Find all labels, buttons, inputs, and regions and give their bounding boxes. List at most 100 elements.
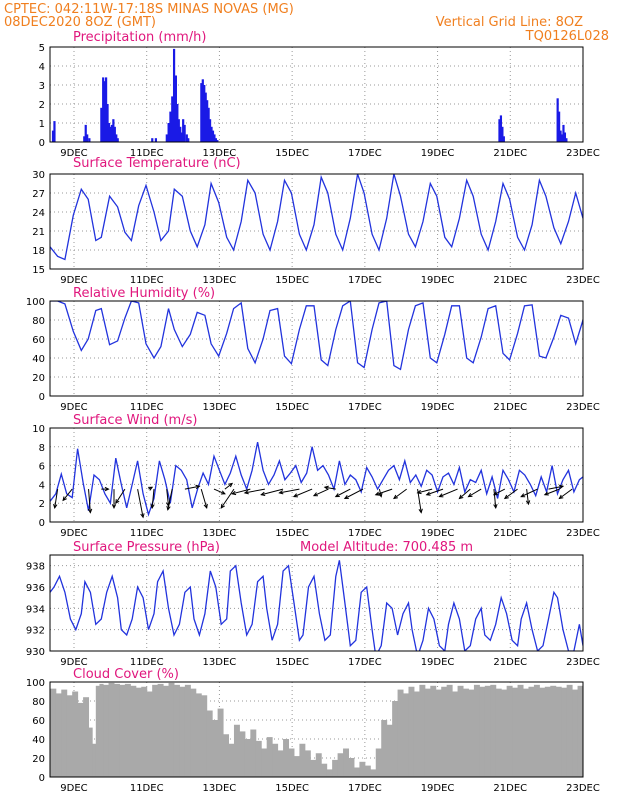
- cloud-cover-bar: [386, 724, 393, 777]
- precip-ytick-label: 1: [39, 119, 45, 130]
- pressure-xtick-label: 15DEC: [275, 657, 309, 668]
- pressure-title: Surface Pressure (hPa): [73, 540, 220, 555]
- wind-arrowhead: [418, 508, 423, 514]
- precip-bar: [112, 119, 115, 142]
- precip-bar: [180, 132, 183, 142]
- wind-xtick-label: 11DEC: [130, 528, 164, 539]
- rh-plot-area: [50, 301, 583, 371]
- cloud-cover-bar: [72, 691, 79, 777]
- precip-bar: [171, 96, 174, 142]
- precip-ytick-label: 5: [39, 43, 45, 54]
- precip-bar: [110, 124, 114, 142]
- precip-bar: [102, 77, 105, 142]
- cloud-cover-bar: [457, 685, 464, 777]
- temp-xtick-label: 17DEC: [348, 275, 382, 286]
- cloud-cover-bar: [403, 693, 409, 777]
- cloud-cover-bar: [135, 687, 142, 777]
- wind-arrowhead: [378, 492, 383, 498]
- cloud-cover-bar: [130, 685, 137, 777]
- wind-arrowhead: [525, 500, 531, 506]
- cloud-cover-bar: [157, 683, 164, 777]
- precip-bar: [201, 79, 204, 142]
- temp-xtick-label: 13DEC: [203, 275, 237, 286]
- cloud-title: Cloud Cover (%): [73, 667, 179, 682]
- cloud-cover-bar: [184, 684, 191, 777]
- cloud-cover-bar: [293, 756, 300, 777]
- pressure-series-line: [50, 560, 583, 651]
- cloud-cover-bar: [408, 686, 415, 777]
- cloud-cover-bar: [506, 685, 513, 777]
- temp-ytick-label: 15: [32, 265, 45, 276]
- wind-arrowhead: [334, 493, 340, 498]
- precip-bar: [499, 115, 503, 142]
- wind-vector: [520, 488, 538, 498]
- rh-xtick-label: 13DEC: [203, 402, 237, 413]
- pressure-ytick-label: 930: [26, 647, 45, 658]
- precip-bar: [107, 123, 111, 142]
- precip-bar: [185, 134, 188, 142]
- cloud-cover-bar: [92, 743, 97, 777]
- cloud-cover-bar: [190, 688, 197, 777]
- cloud-cover-bar: [343, 748, 349, 777]
- cloud-cover-bar: [83, 697, 90, 777]
- precip-bar: [176, 104, 179, 142]
- wind-vector: [62, 488, 73, 501]
- wind-vector: [493, 488, 506, 496]
- wind-arrowhead: [393, 494, 398, 500]
- wind-vector: [167, 488, 173, 510]
- wind-arrowhead: [260, 491, 266, 497]
- cloud-cover-bar: [266, 737, 273, 777]
- cloud-cover-bar: [332, 759, 339, 777]
- wind-vector: [115, 488, 126, 504]
- wind-arrowhead: [195, 484, 201, 490]
- rh-frame: [49, 300, 584, 397]
- cloud-cover-bar: [261, 748, 268, 777]
- wind-ytick-label: 10: [32, 424, 45, 435]
- temp-plot-area: [50, 174, 583, 261]
- cloud-cover-bar: [413, 691, 420, 777]
- wind-xtick-label: 19DEC: [421, 528, 455, 539]
- cloud-cover-bar: [473, 684, 480, 777]
- pressure-ytick-label: 934: [26, 604, 45, 615]
- cloud-cover-bar: [512, 687, 519, 777]
- cloud-cover-bar: [152, 684, 159, 777]
- precip-title: Precipitation (mm/h): [73, 30, 206, 45]
- precip-bar: [203, 85, 206, 142]
- cloud-ytick-label: 80: [32, 697, 45, 708]
- wind-vector: [279, 488, 300, 494]
- precip-bar: [109, 126, 112, 142]
- wind-arrowhead: [220, 490, 226, 495]
- cloud-cover-bar: [528, 686, 535, 777]
- precip-bar: [206, 100, 209, 142]
- precip-xtick-label: 13DEC: [203, 148, 237, 159]
- wind-vector: [426, 488, 444, 496]
- precip-bar: [183, 124, 186, 142]
- wind-vector: [324, 486, 336, 490]
- temp-xtick-label: 11DEC: [130, 275, 164, 286]
- precip-bar: [502, 136, 505, 142]
- cloud-panel: 0 20 40 60 80 100 9DEC 11DEC 13DEC 15DEC 17DEC 19DE…: [26, 678, 600, 794]
- wind-arrowhead: [312, 492, 318, 497]
- precip-bar: [86, 134, 89, 142]
- wind-vector: [213, 488, 226, 495]
- wind-vector: [544, 488, 560, 496]
- wind-vector: [468, 488, 482, 498]
- wind-arrowhead: [425, 491, 431, 496]
- temp-panel: 15 18 21 24 27 30 9DEC 11DEC 13DEC 15DEC 17DEC 19DE…: [32, 170, 600, 286]
- wind-vector: [313, 488, 329, 497]
- cloud-cover-bar: [484, 685, 491, 777]
- cloud-xtick-label: 17DEC: [348, 783, 382, 794]
- cloud-cover-bar: [561, 687, 568, 777]
- precip-bar: [498, 119, 501, 142]
- wind-arrowhead: [115, 499, 120, 505]
- cloud-cover-bar: [173, 684, 180, 777]
- precip-bar: [558, 111, 561, 142]
- cloud-cover-bar: [113, 683, 120, 777]
- cloud-cover-bar: [501, 689, 508, 777]
- precip-bar: [559, 130, 562, 142]
- precip-xtick-label: 15DEC: [275, 148, 309, 159]
- precip-bar: [214, 138, 217, 142]
- precip-bar: [169, 111, 172, 142]
- pressure-xtick-label: 17DEC: [348, 657, 382, 668]
- cloud-cover-bar: [228, 743, 235, 777]
